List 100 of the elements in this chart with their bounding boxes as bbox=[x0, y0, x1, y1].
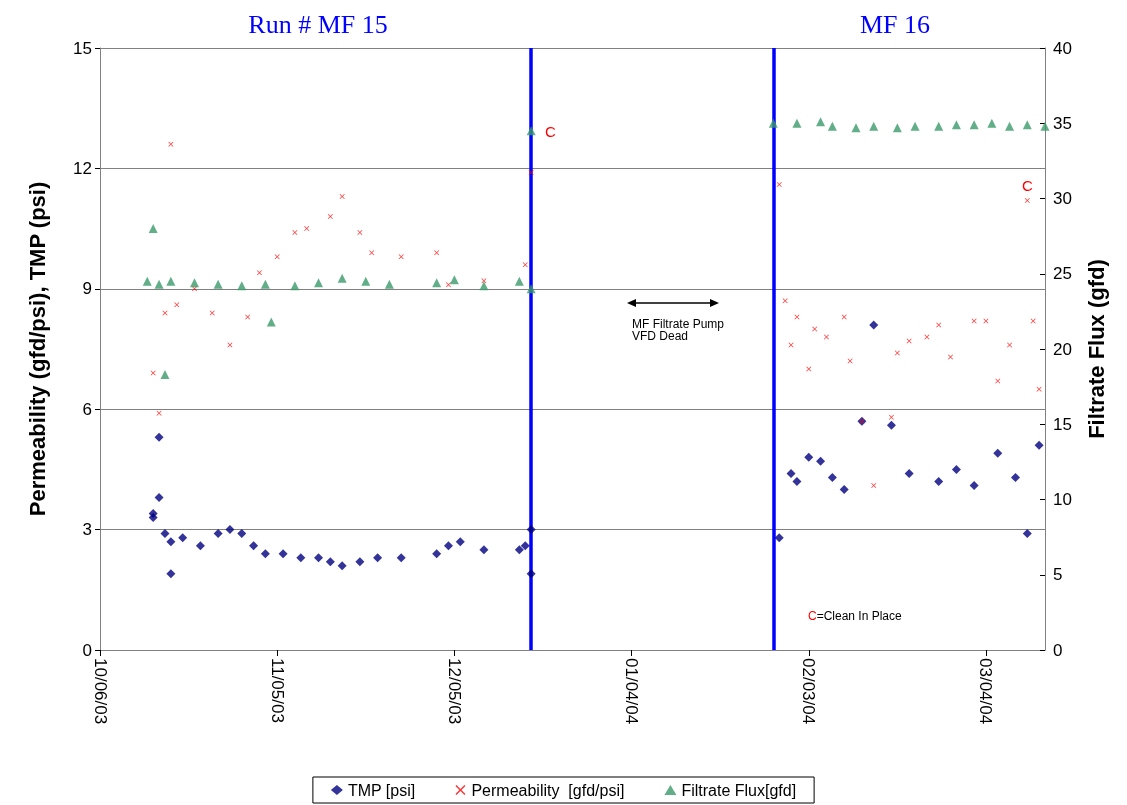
point bbox=[1010, 472, 1020, 482]
point bbox=[256, 270, 262, 276]
y2-tick-label: 20 bbox=[1053, 339, 1072, 359]
point bbox=[337, 561, 347, 571]
point bbox=[1005, 121, 1015, 131]
point bbox=[260, 279, 270, 289]
point bbox=[888, 414, 894, 420]
point bbox=[786, 468, 796, 478]
point bbox=[178, 533, 188, 543]
point bbox=[1024, 198, 1030, 204]
point bbox=[526, 525, 536, 535]
y2-tick-label: 30 bbox=[1053, 189, 1072, 208]
point bbox=[839, 484, 849, 494]
y2-tick-label: 10 bbox=[1053, 490, 1072, 509]
point bbox=[325, 557, 335, 567]
x-tick-label: 12/05/03 bbox=[444, 658, 464, 725]
y2-axis-title: Filtrate Flux (gfd) bbox=[1083, 259, 1109, 439]
point bbox=[827, 472, 837, 482]
point bbox=[249, 541, 259, 551]
point bbox=[479, 281, 489, 291]
point bbox=[816, 117, 826, 127]
point bbox=[339, 193, 345, 199]
point bbox=[479, 545, 489, 555]
point bbox=[934, 121, 944, 131]
point bbox=[213, 529, 223, 539]
point bbox=[148, 513, 158, 523]
y-tick-label: 15 bbox=[73, 38, 92, 58]
point bbox=[148, 224, 158, 234]
y2-tick-label: 15 bbox=[1053, 414, 1072, 434]
point bbox=[776, 181, 782, 187]
x-tick-label: 03/04/04 bbox=[976, 658, 996, 725]
point bbox=[520, 541, 530, 551]
point bbox=[225, 525, 235, 535]
point bbox=[1034, 440, 1044, 450]
point bbox=[142, 276, 152, 286]
annotation: C bbox=[1022, 176, 1033, 194]
text: Run # MF 15 bbox=[248, 9, 388, 39]
legend-label: Permeability [gfd/psi] bbox=[471, 781, 625, 799]
point bbox=[314, 278, 324, 288]
point bbox=[154, 492, 164, 502]
point bbox=[1040, 121, 1050, 131]
text: MF 16 bbox=[859, 9, 931, 39]
point bbox=[190, 278, 199, 288]
point bbox=[792, 476, 802, 486]
point bbox=[373, 553, 383, 563]
point bbox=[160, 370, 170, 380]
point bbox=[768, 118, 778, 128]
point bbox=[851, 123, 861, 133]
y-tick-label: 6 bbox=[82, 399, 92, 419]
point bbox=[357, 230, 363, 236]
point bbox=[195, 541, 205, 551]
point bbox=[993, 448, 1003, 458]
point bbox=[361, 276, 371, 286]
point bbox=[514, 276, 524, 286]
y-axis-title: Permeability (gfd/psi), TMP (psi) bbox=[24, 181, 50, 517]
point bbox=[327, 214, 333, 220]
point bbox=[969, 480, 979, 490]
point bbox=[528, 169, 534, 175]
y2-tick-label: 0 bbox=[1053, 640, 1063, 660]
point bbox=[951, 464, 961, 474]
point bbox=[514, 545, 524, 555]
y2-tick-label: 25 bbox=[1053, 264, 1072, 284]
annotation: MF Filtrate Pump VFD Dead bbox=[632, 317, 728, 343]
legend-label: Filtrate Flux[gfd] bbox=[681, 781, 797, 799]
point bbox=[445, 282, 451, 288]
annotation: C bbox=[545, 122, 556, 140]
point bbox=[823, 334, 829, 340]
point bbox=[792, 118, 802, 128]
point bbox=[384, 279, 394, 289]
point bbox=[869, 320, 879, 330]
point bbox=[166, 537, 176, 547]
point bbox=[314, 553, 324, 563]
point bbox=[951, 120, 961, 130]
point bbox=[804, 452, 814, 462]
x-tick-label: 02/03/04 bbox=[799, 658, 819, 725]
point bbox=[166, 569, 176, 579]
x-tick-label: 11/05/03 bbox=[267, 658, 287, 723]
point bbox=[213, 279, 223, 289]
point bbox=[396, 553, 406, 563]
point bbox=[160, 529, 170, 539]
point bbox=[337, 273, 347, 283]
point bbox=[910, 121, 920, 131]
y2-tick-label: 35 bbox=[1053, 113, 1072, 133]
y2-tick-label: 40 bbox=[1053, 38, 1072, 58]
point bbox=[443, 541, 453, 551]
point bbox=[827, 121, 837, 131]
point bbox=[355, 557, 365, 567]
point bbox=[987, 118, 997, 128]
legend-label: TMP [psi] bbox=[347, 781, 416, 799]
point bbox=[369, 250, 375, 256]
point bbox=[774, 533, 784, 543]
point bbox=[522, 262, 528, 268]
y-tick-label: 12 bbox=[73, 158, 92, 178]
point bbox=[869, 121, 879, 131]
point bbox=[434, 250, 440, 256]
point bbox=[154, 432, 164, 442]
point bbox=[278, 549, 288, 559]
x-tick-label: 10/06/03 bbox=[90, 658, 110, 725]
y-tick-label: 9 bbox=[82, 279, 92, 299]
point bbox=[886, 420, 896, 430]
